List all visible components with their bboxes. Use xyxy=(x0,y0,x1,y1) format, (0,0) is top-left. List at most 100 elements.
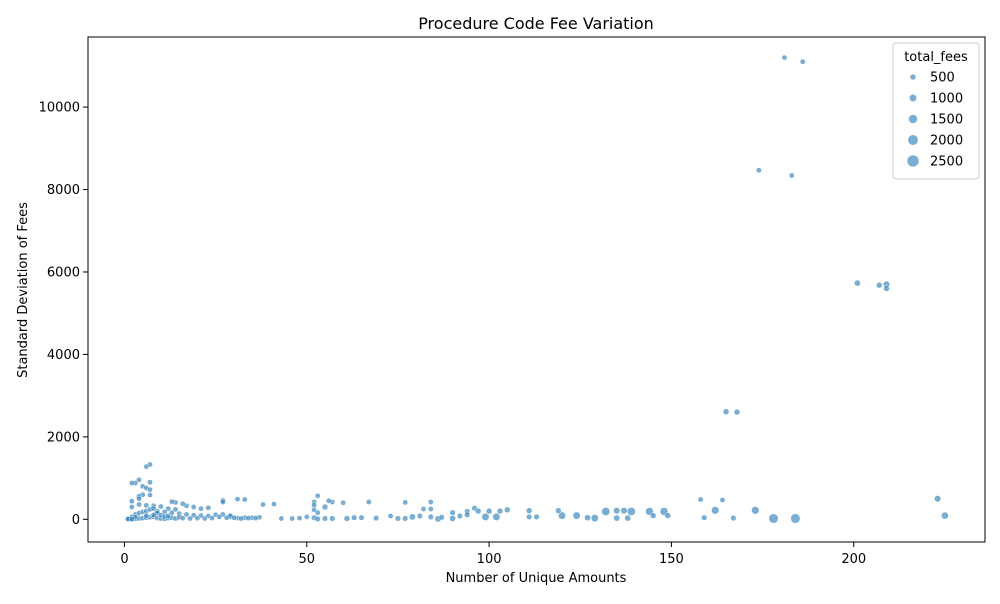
data-point xyxy=(241,496,248,503)
plot-frame xyxy=(87,36,986,543)
data-point xyxy=(620,507,628,515)
data-point xyxy=(205,504,212,511)
data-point xyxy=(179,515,186,521)
legend-label: 1500 xyxy=(930,113,963,128)
data-point xyxy=(223,514,230,521)
y-axis: 0 2000 4000 6000 8000 10000 xyxy=(39,101,88,528)
data-point xyxy=(321,515,329,522)
x-tick-label: 150 xyxy=(659,552,684,567)
data-point xyxy=(278,515,285,522)
data-point xyxy=(136,495,142,502)
data-point xyxy=(128,516,135,522)
data-point xyxy=(613,514,621,522)
data-point xyxy=(427,499,434,505)
data-point xyxy=(934,495,942,503)
data-point xyxy=(147,492,153,498)
data-point xyxy=(719,497,726,503)
data-point xyxy=(438,514,445,521)
data-point xyxy=(427,513,434,520)
data-point xyxy=(209,515,215,521)
data-point xyxy=(475,507,482,515)
data-point xyxy=(314,492,321,499)
data-point xyxy=(325,497,332,504)
data-point xyxy=(314,509,321,516)
data-point xyxy=(456,512,463,520)
data-point xyxy=(387,513,394,519)
data-point xyxy=(854,279,861,287)
data-point xyxy=(231,514,237,521)
data-point xyxy=(768,513,779,524)
legend-label: 1000 xyxy=(930,92,963,107)
data-point xyxy=(485,507,493,515)
x-axis: 0 50 100 150 200 xyxy=(120,542,866,567)
data-point xyxy=(343,515,351,522)
legend-label: 2500 xyxy=(930,155,963,170)
data-point xyxy=(626,507,636,516)
data-point xyxy=(220,499,226,505)
data-point xyxy=(136,501,142,508)
data-point xyxy=(711,506,720,515)
data-point xyxy=(289,515,296,522)
x-tick-label: 200 xyxy=(841,552,866,567)
data-point xyxy=(201,515,208,522)
data-point xyxy=(303,514,310,520)
data-point xyxy=(238,515,245,522)
data-point xyxy=(492,512,501,521)
data-point xyxy=(340,499,347,506)
data-point xyxy=(496,507,504,515)
data-point xyxy=(650,512,657,519)
data-point xyxy=(245,515,252,521)
data-point xyxy=(373,515,380,522)
data-point xyxy=(143,502,150,509)
y-tick-label: 2000 xyxy=(47,430,80,445)
data-point xyxy=(526,513,533,520)
data-point xyxy=(781,54,788,61)
x-axis-title: Number of Unique Amounts xyxy=(446,571,627,586)
chart-title: Procedure Code Fee Variation xyxy=(418,14,654,33)
data-point xyxy=(234,496,241,503)
data-point xyxy=(427,506,434,512)
x-tick-label: 0 xyxy=(120,552,128,567)
x-tick-label: 100 xyxy=(477,552,502,567)
points-layer xyxy=(125,54,949,524)
data-point xyxy=(751,506,760,515)
data-point xyxy=(194,515,201,521)
data-point xyxy=(165,505,172,512)
legend: total_fees 500 1000 1500 2000 2500 xyxy=(892,42,980,180)
data-point xyxy=(481,512,490,521)
y-tick-label: 6000 xyxy=(47,265,80,280)
data-point xyxy=(165,513,172,519)
data-point xyxy=(464,511,471,518)
data-point xyxy=(136,476,142,483)
data-point xyxy=(420,506,427,512)
data-point xyxy=(941,511,949,520)
data-point xyxy=(558,511,566,520)
legend-marker xyxy=(909,73,917,81)
data-point xyxy=(416,512,423,520)
data-point xyxy=(790,513,801,524)
data-point xyxy=(876,282,883,289)
data-point xyxy=(296,515,303,521)
data-point xyxy=(143,463,150,470)
data-point xyxy=(190,504,197,510)
data-point xyxy=(730,515,737,522)
data-point xyxy=(158,503,164,510)
data-point xyxy=(179,500,186,507)
y-tick-label: 10000 xyxy=(39,101,80,116)
data-point xyxy=(198,505,204,512)
data-point xyxy=(624,514,632,522)
data-point xyxy=(402,515,409,522)
data-point xyxy=(613,507,621,515)
data-point xyxy=(128,498,135,505)
data-point xyxy=(358,514,365,521)
data-point xyxy=(883,285,890,292)
data-point xyxy=(504,506,511,513)
data-point xyxy=(147,486,153,493)
data-point xyxy=(169,498,175,505)
data-point xyxy=(584,514,591,522)
legend-marker xyxy=(909,94,917,102)
legend-entries: 500 1000 1500 2000 2500 xyxy=(906,71,963,170)
data-point xyxy=(172,506,179,513)
data-point xyxy=(402,499,409,506)
